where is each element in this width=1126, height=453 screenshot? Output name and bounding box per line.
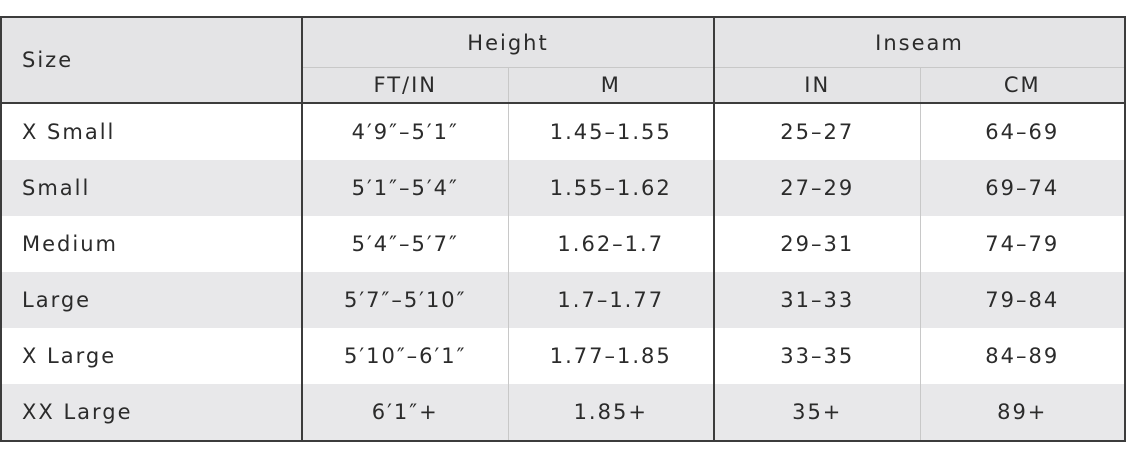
- header-row: Size Height Inseam: [1, 17, 1125, 103]
- value-cell: 5′7″–5′10″: [302, 272, 509, 328]
- size-cell: Large: [1, 272, 303, 328]
- value-cell: 1.45–1.55: [508, 103, 715, 160]
- table-row: XX Large 6′1″+ 1.85+ 35+ 89+: [1, 384, 1125, 441]
- value-cell: 64–69: [985, 120, 1060, 144]
- value-cell: 5′4″–5′7″: [302, 216, 509, 272]
- subheader-row: FT/IN M IN CM: [1, 67, 1125, 103]
- value-cell: 1.55–1.62: [508, 160, 715, 216]
- size-cell: Medium: [1, 216, 303, 272]
- value-cell: 27–29: [714, 160, 921, 216]
- table-row: X Large 5′10″–6′1″ 1.77–1.85 33–35 84–89: [1, 328, 1125, 384]
- value-cell: 1.77–1.85: [508, 328, 715, 384]
- value-cell: 1.85+: [508, 384, 715, 441]
- subheader: IN: [714, 67, 921, 103]
- table-row: Medium 5′4″–5′7″ 1.62–1.7 29–31 74–79: [1, 216, 1125, 272]
- table-row: X Small 4′9″–5′1″ 1.45–1.55 25–27 64–69: [1, 103, 1125, 160]
- value-cell: 5′10″–6′1″: [302, 328, 509, 384]
- value-cell: 5′1″–5′4″: [302, 160, 509, 216]
- value-cell: 31–33: [714, 272, 921, 328]
- subheader: M: [508, 67, 715, 103]
- value-cell: 74–79: [985, 232, 1060, 256]
- table-body: X Small 4′9″–5′1″ 1.45–1.55 25–27 64–69 Small…: [1, 103, 1125, 441]
- size-chart: Size Height Inseam FT/IN M IN CM X Small…: [0, 16, 1126, 442]
- value-cell: 25–27: [714, 103, 921, 160]
- value-cell: 1.62–1.7: [508, 216, 715, 272]
- value-cell: 6′1″+: [302, 384, 509, 441]
- header-group: Inseam: [714, 17, 1125, 68]
- value-cell: 69–74: [920, 160, 1125, 216]
- size-cell: Small: [1, 160, 303, 216]
- table-row: Small 5′1″–5′4″ 1.55–1.62 27–29 69–74: [1, 160, 1125, 216]
- size-cell: XX Large: [1, 384, 303, 441]
- value-cell: 4′9″–5′1″: [302, 103, 509, 160]
- table-row: Large 5′7″–5′10″ 1.7–1.77 31–33 79–84: [1, 272, 1125, 328]
- header-group: Height: [302, 17, 715, 68]
- value-cell: 89+: [920, 384, 1125, 441]
- header-size: Size: [1, 17, 303, 103]
- size-table: Size Height Inseam FT/IN M IN CM X Small…: [0, 16, 1126, 442]
- value-cell: 79–84: [920, 272, 1125, 328]
- subheader: CM: [920, 67, 1125, 103]
- value-cell: 35+: [714, 384, 921, 441]
- value-cell: 1.7–1.77: [508, 272, 715, 328]
- size-cell: X Small: [1, 103, 303, 160]
- value-cell: 33–35: [714, 328, 921, 384]
- size-cell: X Large: [1, 328, 303, 384]
- subheader: FT/IN: [302, 67, 509, 103]
- value-cell: 29–31: [714, 216, 921, 272]
- value-cell: 84–89: [985, 344, 1060, 368]
